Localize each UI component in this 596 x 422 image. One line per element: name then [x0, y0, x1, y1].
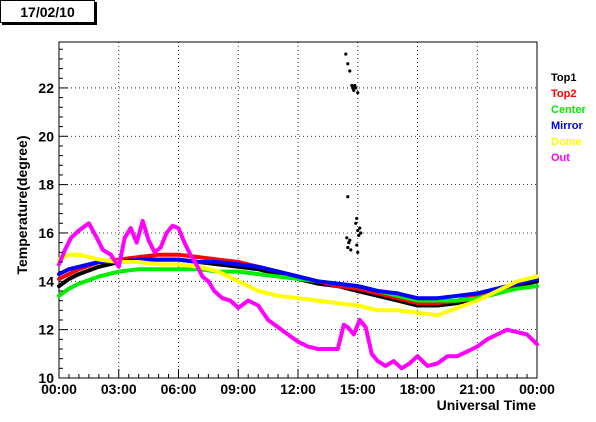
- y-tick-label: 22: [38, 80, 54, 96]
- series-line-center: [57, 267, 539, 303]
- y-tick-label: 18: [38, 177, 54, 193]
- data-point: [356, 250, 360, 254]
- x-tick-label: 03:00: [101, 381, 137, 397]
- series-layer: [57, 52, 539, 371]
- data-point: [356, 91, 360, 95]
- data-point: [351, 86, 355, 90]
- y-axis-title: Temperature(degree): [14, 135, 30, 274]
- legend-entry-top1: Top1: [551, 72, 576, 84]
- data-point: [355, 216, 359, 221]
- x-tick-label: 09:00: [220, 381, 256, 397]
- y-tick-label: 14: [38, 273, 54, 289]
- legend-entry-dome: Dome: [551, 136, 582, 148]
- x-tick-label: 21:00: [459, 381, 495, 397]
- data-point: [348, 238, 352, 242]
- data-point: [344, 52, 348, 56]
- series-line-dome: [57, 252, 539, 318]
- x-axis-title: Universal Time: [437, 397, 537, 413]
- x-tick-label: 15:00: [340, 381, 376, 397]
- x-tick-label: 00:00: [41, 381, 77, 397]
- grid-layer: [59, 42, 537, 378]
- data-point: [358, 226, 362, 230]
- date-label: 17/02/10: [0, 0, 95, 23]
- data-point: [346, 195, 350, 199]
- x-tick-label: 18:00: [400, 381, 436, 397]
- y-tick-label: 20: [38, 128, 54, 144]
- data-point: [345, 236, 349, 240]
- data-point: [350, 83, 354, 88]
- y-tick-label: 16: [38, 225, 54, 241]
- x-tick-label: 00:00: [519, 381, 555, 397]
- legend-entry-top2: Top2: [551, 88, 576, 100]
- x-tick-label: 12:00: [280, 381, 316, 397]
- data-point: [354, 221, 358, 225]
- legend: Top1 Top2 Center Mirror Dome Out: [551, 72, 587, 164]
- data-point: [353, 83, 357, 88]
- y-tick-label: 12: [38, 322, 54, 338]
- data-point: [356, 228, 360, 233]
- data-point: [355, 243, 359, 247]
- legend-entry-out: Out: [551, 152, 570, 164]
- data-point: [357, 233, 361, 237]
- data-point: [348, 69, 352, 73]
- legend-entry-center: Center: [551, 104, 587, 116]
- data-point: [352, 88, 356, 92]
- data-point: [354, 86, 358, 90]
- series-line-out: [57, 218, 539, 371]
- y-tick-label: 10: [38, 370, 54, 386]
- data-point: [346, 245, 350, 250]
- x-tick-label: 06:00: [161, 381, 197, 397]
- data-point: [346, 62, 350, 66]
- data-point: [359, 231, 363, 235]
- data-point: [347, 241, 351, 245]
- data-point: [349, 248, 353, 252]
- legend-entry-mirror: Mirror: [551, 120, 584, 132]
- axes-layer: 00:00 03:00 06:00 09:00 12:00 15:00 18:00 21:00…: [38, 48, 555, 397]
